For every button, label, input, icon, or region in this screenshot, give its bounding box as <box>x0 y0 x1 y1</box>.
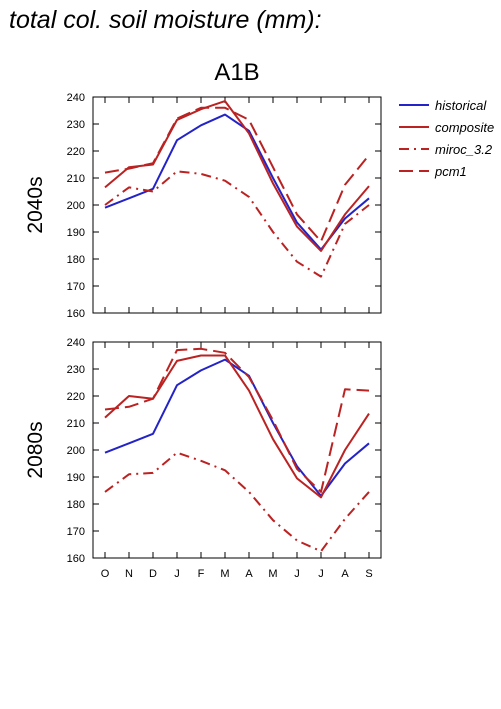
legend-item-pcm1: pcm1 <box>399 164 467 179</box>
y-tick-label: 220 <box>67 391 85 403</box>
y-tick-label: 160 <box>67 553 85 565</box>
y-tick-label: 180 <box>67 254 85 266</box>
series-line-miroc_3.2 <box>104 170 370 278</box>
x-tick-label: O <box>101 568 110 580</box>
y-tick-label: 170 <box>67 281 85 293</box>
panel-2080s: 160 170 180 190 200 210 220 230 240 O N D J F M A M J J A S 2… <box>24 337 382 580</box>
legend-label: pcm1 <box>434 164 467 179</box>
y-tick-label: 160 <box>67 308 85 320</box>
y-tick-label: 200 <box>67 200 85 212</box>
legend-item-historical: historical <box>399 98 487 113</box>
y-tick-label: 230 <box>67 364 85 376</box>
series-line-composite <box>104 354 370 499</box>
y-tick-label: 230 <box>67 119 85 131</box>
x-tick-label: J <box>174 568 180 580</box>
y-tick-label: 180 <box>67 499 85 511</box>
legend: historical composite miroc_3.2 pcm1 <box>399 98 494 179</box>
y-tick-label: 170 <box>67 526 85 538</box>
y-tick-label: 240 <box>67 337 85 349</box>
series-line-miroc_3.2 <box>104 451 370 553</box>
series-line-pcm1 <box>104 347 370 493</box>
page-title: total col. soil moisture (mm): <box>9 6 322 34</box>
y-tick-label: 220 <box>67 146 85 158</box>
legend-item-miroc_3.2: miroc_3.2 <box>399 142 493 157</box>
x-tick-label: J <box>318 568 324 580</box>
series-line-historical <box>104 358 370 497</box>
series-line-historical <box>104 113 370 251</box>
panel-y-label: 2040s <box>24 176 47 233</box>
y-tick-label: 210 <box>67 173 85 185</box>
x-tick-label: M <box>220 568 229 580</box>
series-line-pcm1 <box>104 106 370 243</box>
x-tick-label: F <box>198 568 205 580</box>
x-tick-label: S <box>365 568 372 580</box>
y-tick-label: 200 <box>67 445 85 457</box>
panel-y-label: 2080s <box>24 421 47 478</box>
x-tick-label: D <box>149 568 157 580</box>
plot-frame <box>92 96 382 314</box>
panels: 160 170 180 190 200 210 220 230 240 2040s 160 170 18… <box>24 92 382 580</box>
x-tick-label: N <box>125 568 133 580</box>
y-tick-label: 190 <box>67 472 85 484</box>
y-tick-label: 210 <box>67 418 85 430</box>
x-tick-label: A <box>245 568 253 580</box>
y-tick-label: 240 <box>67 92 85 104</box>
legend-label: miroc_3.2 <box>435 142 493 157</box>
panel-2040s: 160 170 180 190 200 210 220 230 240 2040s <box>24 92 382 320</box>
chart-title: A1B <box>214 59 259 86</box>
x-tick-label: J <box>294 568 300 580</box>
x-tick-label: M <box>268 568 277 580</box>
x-tick-label: A <box>341 568 349 580</box>
y-tick-label: 190 <box>67 227 85 239</box>
legend-label: historical <box>435 98 487 113</box>
legend-label: composite <box>435 120 494 135</box>
legend-item-composite: composite <box>399 120 494 135</box>
